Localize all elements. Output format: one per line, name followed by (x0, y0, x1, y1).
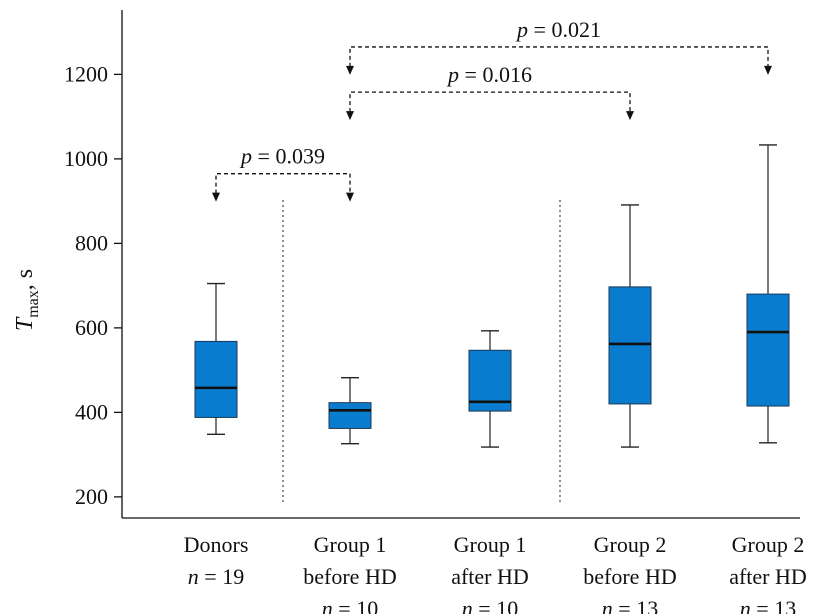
category-name: Donors (184, 532, 249, 557)
axes: 200 400 600 800 1000 1200 (64, 10, 800, 519)
iqr-box (608, 286, 652, 405)
arrow-head (346, 65, 354, 75)
annotation-2: p = 0.021 (346, 17, 772, 75)
y-axis-label-unit: , s (12, 269, 38, 290)
bracket-line (349, 91, 631, 113)
category-name: before HD (583, 564, 676, 589)
p-value: = 0.021 (528, 17, 601, 42)
n-symbol: n (188, 564, 199, 589)
box-3 (608, 204, 652, 448)
category-name: Group 2 (732, 532, 805, 557)
n-symbol: n (322, 596, 333, 614)
p-symbol: p (239, 144, 252, 169)
p-symbol: p (515, 17, 528, 42)
y-tick-label: 200 (75, 484, 108, 509)
p-value: = 0.039 (252, 144, 325, 169)
arrow-head (346, 192, 354, 202)
n-symbol: n (740, 596, 751, 614)
arrow-head (764, 65, 772, 75)
arrow-head (346, 111, 354, 121)
y-axis-label-subscript: max (25, 290, 42, 318)
iqr-box (746, 293, 790, 407)
category-n: n = 13 (602, 596, 658, 614)
y-axis-label-symbol: T (12, 316, 38, 331)
category-n: n = 10 (462, 596, 518, 614)
y-tick-label: 1000 (64, 146, 108, 171)
n-value: = 19 (199, 564, 244, 589)
p-value-label: p = 0.039 (239, 144, 325, 169)
box-4 (746, 144, 790, 444)
iqr-box (194, 340, 238, 418)
category-name: Group 1 (454, 532, 527, 557)
n-symbol: n (462, 596, 473, 614)
n-symbol: n (602, 596, 613, 614)
p-value-label: p = 0.021 (515, 17, 601, 42)
arrow-head (212, 192, 220, 202)
iqr-box (328, 402, 372, 429)
y-tick-label: 600 (75, 315, 108, 340)
group-separators (282, 200, 561, 502)
p-value-label: p = 0.016 (446, 62, 532, 87)
annotation-0: p = 0.039 (212, 144, 354, 202)
category-name: after HD (451, 564, 529, 589)
annotation-1: p = 0.016 (346, 62, 634, 121)
boxes (194, 144, 790, 448)
y-tick-label: 1200 (64, 61, 108, 86)
category-label-1: Group 1 before HD n = 10 (303, 532, 396, 614)
p-symbol: p (446, 62, 459, 87)
category-name: after HD (729, 564, 807, 589)
box-2 (468, 330, 512, 448)
y-axis-label: Tmax, s (12, 269, 42, 331)
category-label-4: Group 2 after HD n = 13 (729, 532, 807, 614)
bracket-line (215, 173, 351, 194)
category-n: n = 19 (188, 564, 244, 589)
category-n: n = 13 (740, 596, 796, 614)
category-name: before HD (303, 564, 396, 589)
n-value: = 13 (751, 596, 796, 614)
bracket-line (349, 46, 769, 67)
box-0 (194, 282, 238, 436)
category-label-3: Group 2 before HD n = 13 (583, 532, 676, 614)
arrow-head (626, 111, 634, 121)
y-tick-label: 400 (75, 399, 108, 424)
n-value: = 10 (473, 596, 518, 614)
n-value: = 13 (613, 596, 658, 614)
y-tick-label: 800 (75, 230, 108, 255)
p-value: = 0.016 (459, 62, 532, 87)
category-label-0: Donors n = 19 (184, 532, 249, 589)
box-1 (328, 377, 372, 445)
category-label-2: Group 1 after HD n = 10 (451, 532, 529, 614)
category-n: n = 10 (322, 596, 378, 614)
category-name: Group 2 (594, 532, 667, 557)
category-name: Group 1 (314, 532, 387, 557)
n-value: = 10 (333, 596, 378, 614)
